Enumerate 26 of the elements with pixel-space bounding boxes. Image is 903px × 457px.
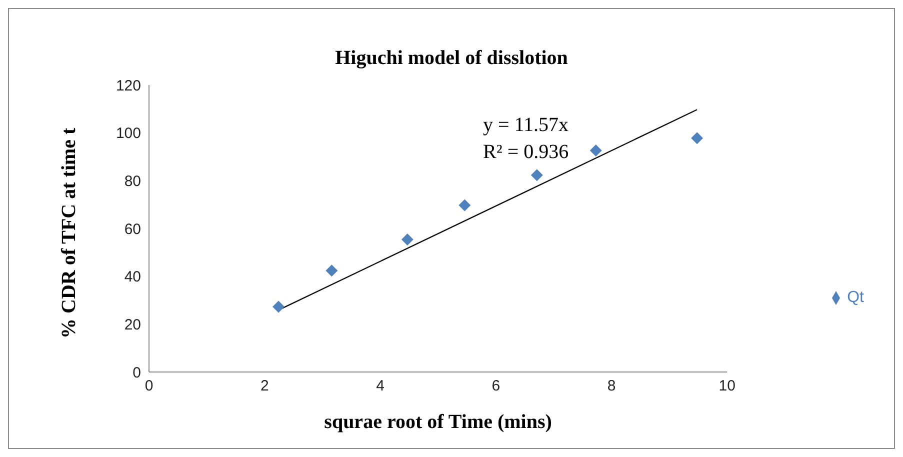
y-axis-title: % CDR of TFC at time t	[58, 127, 80, 338]
y-tick-label: 40	[124, 268, 141, 286]
x-tick-label: 8	[607, 378, 616, 395]
annotation: R² = 0.936	[483, 141, 569, 164]
x-tick-label: 2	[260, 378, 269, 395]
y-tick-label: 120	[116, 77, 141, 94]
x-axis-title: squrae root of Time (mins)	[324, 411, 552, 433]
chart-title: Higuchi model of disslotion	[334, 47, 569, 70]
x-tick-label: 4	[376, 378, 384, 395]
y-tick-label: 100	[116, 125, 141, 142]
point	[530, 169, 543, 182]
point	[272, 300, 284, 313]
x-tick-label: 6	[492, 378, 500, 395]
legend-label: Qt	[847, 289, 864, 306]
y-tick-label: 80	[124, 172, 141, 190]
point	[326, 264, 338, 277]
y-tick-label: 0	[132, 364, 141, 382]
point	[691, 132, 704, 144]
point	[401, 234, 414, 246]
y-tick-label: 20	[124, 316, 141, 334]
x-tick-label: 10	[718, 378, 736, 395]
point	[590, 144, 602, 157]
annotation: y = 11.57x	[483, 114, 569, 137]
y-tick-label: 60	[124, 220, 141, 238]
x-tick-label: 0	[144, 378, 154, 395]
point	[458, 199, 471, 212]
